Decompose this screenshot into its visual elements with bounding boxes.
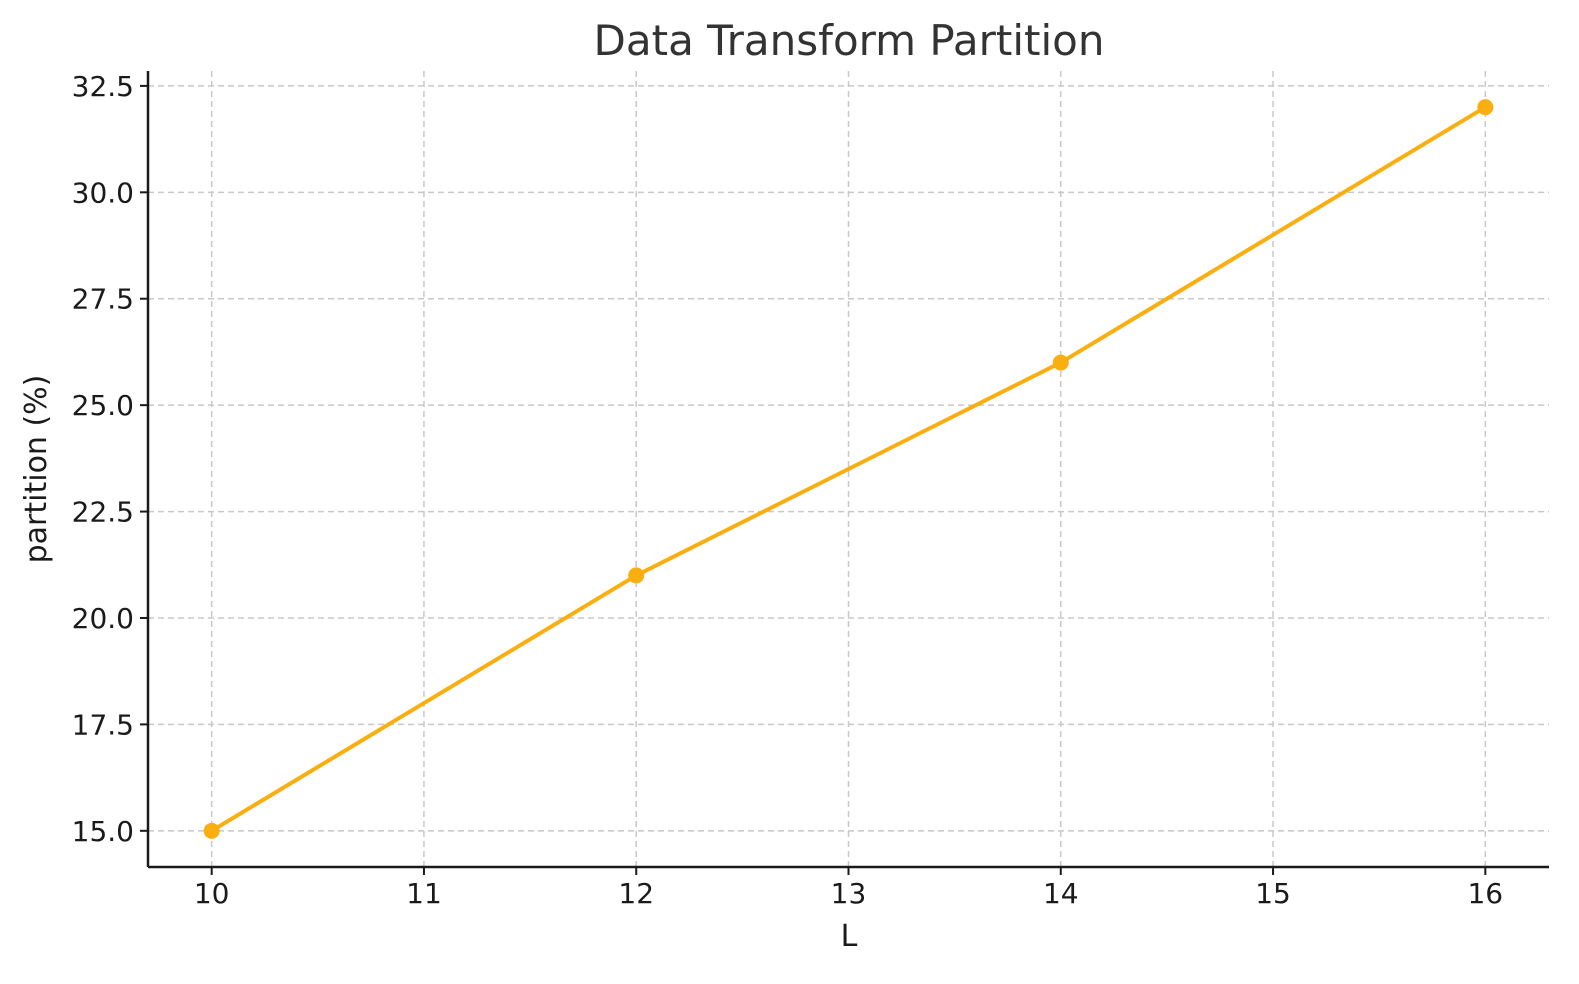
series-line <box>209 105 1488 833</box>
data-point <box>1477 99 1494 116</box>
data-point <box>203 822 220 839</box>
data-point <box>628 567 645 584</box>
axes <box>140 71 1549 875</box>
x-tick-label: 10 <box>194 877 230 910</box>
x-tick-label: 13 <box>831 877 867 910</box>
x-tick-label: 16 <box>1467 877 1503 910</box>
chart-title: Data Transform Partition <box>594 16 1105 65</box>
grid <box>148 71 1549 867</box>
x-tick-label: 12 <box>618 877 654 910</box>
x-tick-label: 15 <box>1255 877 1291 910</box>
x-axis-label: L <box>841 919 858 954</box>
y-tick-label: 20.0 <box>72 602 134 635</box>
y-tick-label: 30.0 <box>72 176 134 209</box>
x-tick-label: 11 <box>406 877 442 910</box>
y-tick-label: 27.5 <box>72 283 134 316</box>
y-axis-label: partition (%) <box>19 375 54 564</box>
y-tick-label: 17.5 <box>72 708 134 741</box>
tick-labels: 10 11 12 13 14 15 16 15.0 17.5 20.0 22.5 25.0 27.5 30… <box>72 70 1503 910</box>
data-point <box>1052 354 1069 371</box>
x-tick-label: 14 <box>1043 877 1079 910</box>
y-tick-label: 15.0 <box>72 815 134 848</box>
y-tick-label: 25.0 <box>72 389 134 422</box>
series <box>203 99 1494 839</box>
y-tick-label: 22.5 <box>72 496 134 529</box>
y-tick-label: 32.5 <box>72 70 134 103</box>
